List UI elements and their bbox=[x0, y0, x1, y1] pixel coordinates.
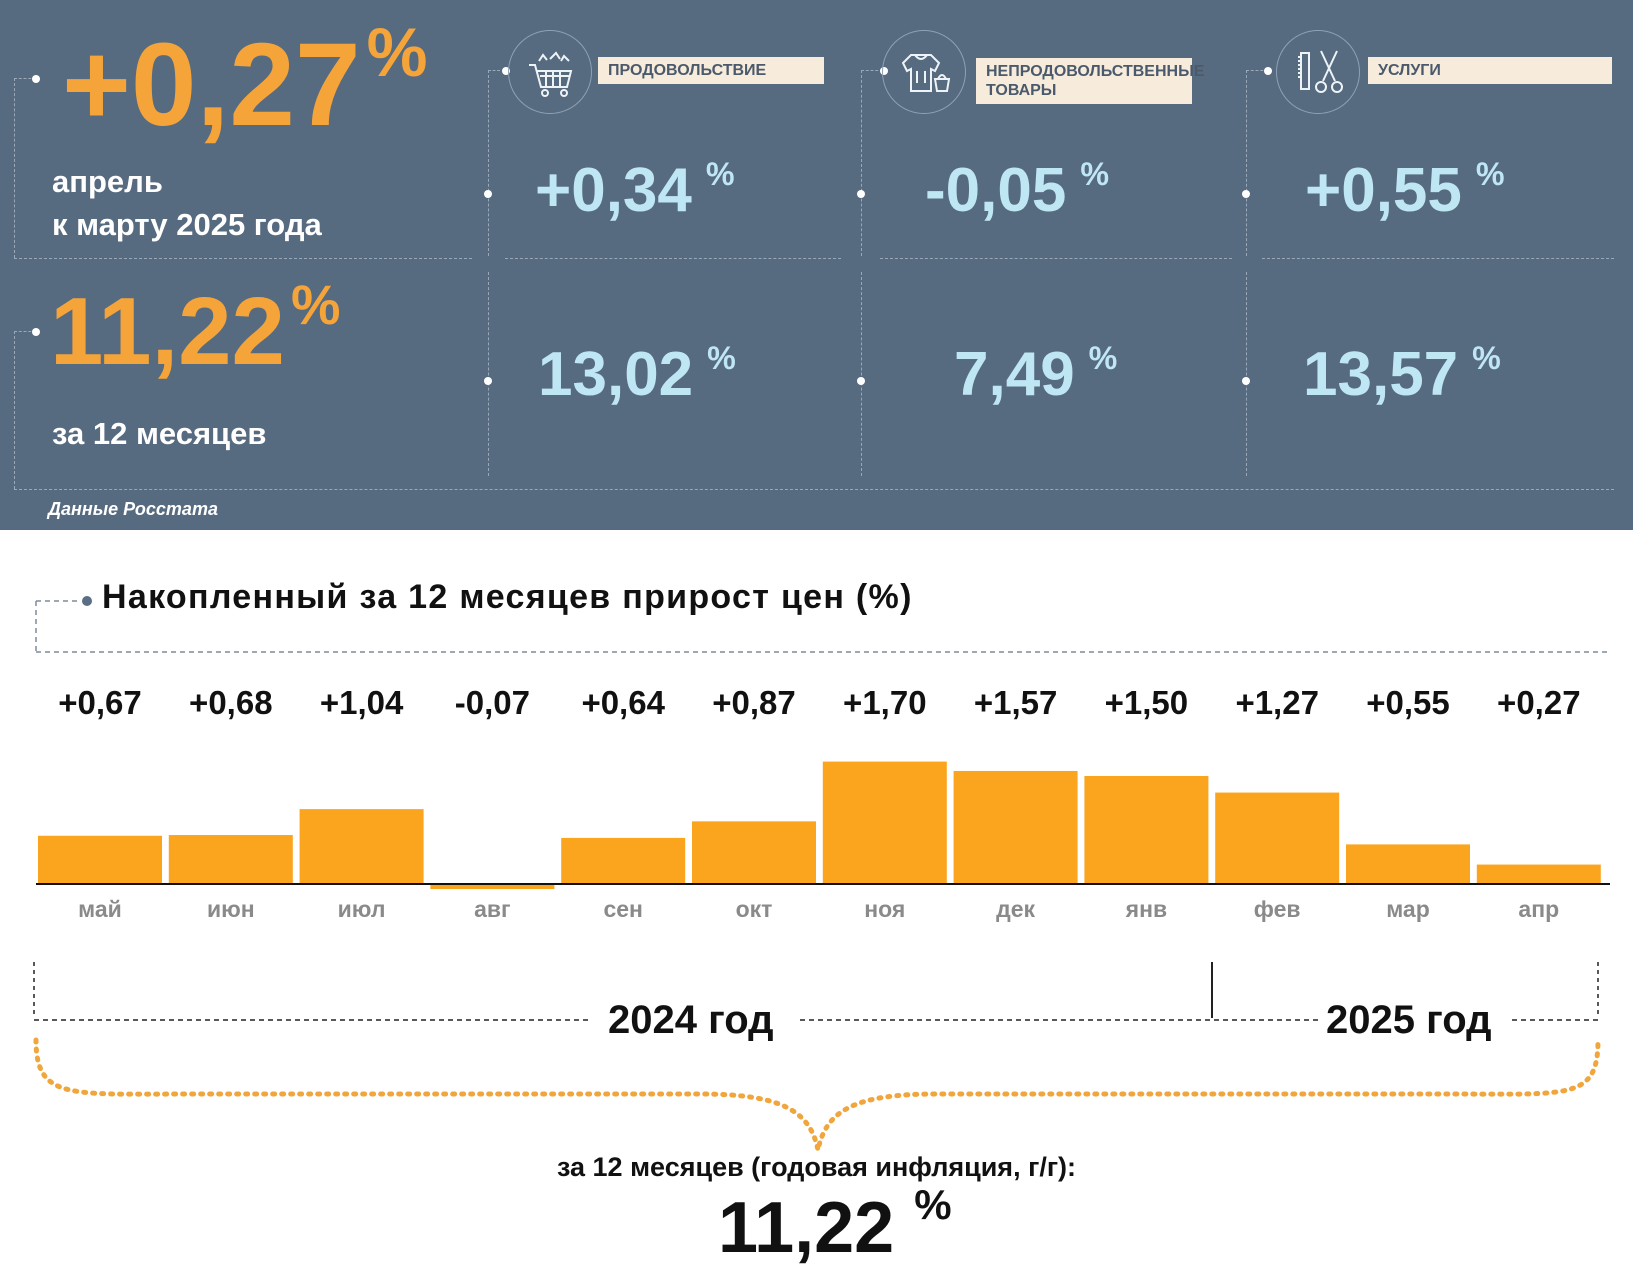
marker-dot bbox=[1242, 377, 1250, 385]
source-note: Данные Росстата bbox=[48, 499, 218, 519]
category-label-services: УСЛУГИ bbox=[1368, 57, 1612, 84]
summary-panel: +0,27% апрель к марту 2025 года 11,22% з… bbox=[0, 0, 1633, 530]
bar-value-label: +1,57 bbox=[973, 684, 1058, 721]
year-label-2024: 2024 год bbox=[608, 998, 774, 1042]
marker-dot bbox=[32, 75, 40, 83]
bar-value-label: +0,55 bbox=[1366, 684, 1450, 721]
monthly-caption: апрель к марту 2025 года bbox=[52, 160, 322, 246]
bar-сен bbox=[561, 837, 686, 884]
bar-ноя bbox=[822, 761, 947, 884]
bar-value-label: +0,64 bbox=[581, 684, 665, 721]
services-monthly-value: +0,55% bbox=[1305, 156, 1505, 225]
services-annual-value: 13,57% bbox=[1303, 340, 1501, 409]
marker-dot bbox=[502, 67, 510, 75]
chart-title: Накопленный за 12 месяцев прирост цен (%… bbox=[102, 578, 913, 616]
month-label: ноя bbox=[864, 896, 906, 922]
category-label-food: ПРОДОВОЛЬСТВИЕ bbox=[598, 57, 824, 84]
year-label-2025: 2025 год bbox=[1326, 998, 1492, 1042]
bar-value-label: +1,27 bbox=[1235, 684, 1319, 721]
bar-июл bbox=[299, 809, 424, 884]
food-annual-value: 13,02% bbox=[538, 340, 736, 409]
bar-дек bbox=[953, 770, 1078, 884]
marker-dot bbox=[484, 377, 492, 385]
food-monthly-value: +0,34% bbox=[535, 156, 735, 225]
shopping-cart-icon bbox=[508, 30, 592, 114]
bar-июн bbox=[168, 835, 293, 884]
monthly-caption-line2: к марту 2025 года bbox=[52, 207, 322, 242]
month-label: окт bbox=[735, 896, 773, 922]
category-label-nonfood: НЕПРОДОВОЛЬСТВЕННЫЕ ТОВАРЫ bbox=[976, 58, 1204, 104]
nonfood-annual-value: 7,49% bbox=[954, 340, 1118, 409]
bar-окт bbox=[692, 821, 816, 884]
bar-value-label: +0,27 bbox=[1497, 684, 1581, 721]
annual-inflation-caption: за 12 месяцев (годовая инфляция, г/г): bbox=[556, 1152, 1077, 1182]
marker-dot bbox=[484, 190, 492, 198]
bar-value-label: -0,07 bbox=[454, 684, 530, 721]
month-label: май bbox=[78, 896, 122, 922]
bar-value-label: +0,68 bbox=[189, 684, 273, 721]
monthly-caption-line1: апрель bbox=[52, 164, 163, 199]
bar-май bbox=[38, 835, 162, 884]
bar-апр bbox=[1476, 864, 1601, 884]
marker-dot bbox=[1242, 190, 1250, 198]
month-label: янв bbox=[1125, 896, 1168, 922]
hoodie-handbag-icon bbox=[882, 30, 966, 114]
month-label: сен bbox=[603, 896, 643, 922]
bar-value-label: +1,50 bbox=[1104, 684, 1189, 721]
month-label: июн bbox=[206, 896, 255, 922]
bar-value-label: +1,70 bbox=[843, 684, 927, 721]
month-label: фев bbox=[1253, 896, 1301, 922]
bar-value-label: +0,67 bbox=[58, 684, 142, 721]
bar-янв bbox=[1084, 776, 1209, 884]
annual-caption: за 12 месяцев bbox=[52, 416, 267, 451]
bar-авг bbox=[430, 884, 555, 890]
bar-фев bbox=[1215, 792, 1340, 884]
marker-dot bbox=[1264, 67, 1272, 75]
comb-scissors-icon bbox=[1276, 30, 1360, 114]
marker-dot bbox=[857, 377, 865, 385]
month-label: дек bbox=[996, 896, 1036, 922]
bar-value-label: +0,87 bbox=[712, 684, 796, 721]
bar-мар bbox=[1346, 844, 1470, 884]
month-label: авг bbox=[474, 896, 511, 922]
month-label: июл bbox=[337, 896, 386, 922]
monthly-inflation-value: +0,27% bbox=[62, 14, 428, 151]
marker-dot bbox=[857, 190, 865, 198]
marker-dot bbox=[32, 328, 40, 336]
annual-inflation-total: 11,22% bbox=[718, 1181, 952, 1268]
bar-value-label: +1,04 bbox=[319, 684, 404, 721]
month-label: апр bbox=[1518, 896, 1560, 922]
annual-inflation-value: 11,22% bbox=[50, 274, 341, 385]
month-label: мар bbox=[1386, 896, 1430, 922]
nonfood-monthly-value: -0,05% bbox=[925, 156, 1109, 225]
